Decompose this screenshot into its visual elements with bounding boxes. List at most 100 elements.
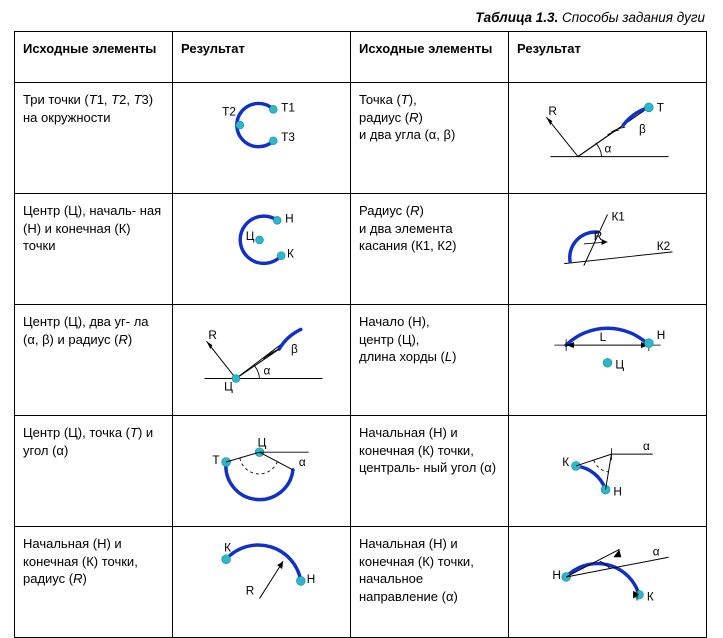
diagram-endpoints-central-angle: К Н α <box>511 418 704 508</box>
desc-cell: Центр (Ц), два уг- ла (α, β) и радиус (R… <box>15 305 173 416</box>
label: L <box>600 330 607 344</box>
text: Начальная (Н) и конечная (К) точки, нача… <box>359 536 474 604</box>
text: R <box>410 203 419 218</box>
diagram-cell: R Т α β <box>509 83 707 194</box>
label: Н <box>657 328 666 342</box>
desc-cell: Начало (Н), центр (Ц), длина хорды (L) <box>351 305 509 416</box>
diagram-cell: К Н R <box>173 527 351 638</box>
diagram-endpoints-direction: Н К α <box>511 529 704 619</box>
text: T <box>130 425 138 440</box>
desc-cell: Начальная (Н) и конечная (К) точки, ради… <box>15 527 173 638</box>
label: R <box>246 585 255 598</box>
desc-cell: Начальная (Н) и конечная (К) точки, цент… <box>351 416 509 527</box>
label: Т2 <box>222 105 236 118</box>
text: Начало (Н), <box>359 314 430 329</box>
text: радиус ( <box>359 110 409 125</box>
text: R <box>73 571 82 586</box>
label: β <box>291 343 298 356</box>
desc-cell: Начальная (Н) и конечная (К) точки, нача… <box>351 527 509 638</box>
text: L <box>445 349 452 364</box>
text: Радиус ( <box>359 203 410 218</box>
label: R <box>548 104 557 118</box>
table-row: Центр (Ц), началь- ная (Н) и конечная (К… <box>15 194 707 305</box>
label: R <box>594 229 603 243</box>
text: 2, <box>119 92 133 107</box>
header-row: Исходные элементы Результат Исходные эле… <box>15 32 707 83</box>
table-row: Три точки (T1, T2, T3) на окружности Т1 … <box>15 83 707 194</box>
label: Н <box>613 484 622 498</box>
col-header-3: Исходные элементы <box>351 32 509 83</box>
label: Н <box>307 573 316 586</box>
diagram-radius-tangents: R К1 К2 <box>511 196 704 286</box>
text: ) <box>452 349 456 364</box>
label: К <box>647 590 654 604</box>
diagram-cell: Т Ц α <box>173 416 351 527</box>
diagram-cell: К Н α <box>509 416 707 527</box>
label: α <box>643 439 650 453</box>
diagram-point-radius-angles: R Т α β <box>511 85 704 175</box>
text: T <box>134 92 142 107</box>
col-header-4: Результат <box>509 32 707 83</box>
text: Начальная (Н) и конечная (К) точки, цент… <box>359 425 496 475</box>
text: T <box>401 92 409 107</box>
label: Ц <box>246 230 255 243</box>
text: Точка ( <box>359 92 401 107</box>
text: Три точки ( <box>23 92 89 107</box>
label: К <box>287 248 294 261</box>
label: α <box>605 142 612 156</box>
diagram-cell: R К1 К2 <box>509 194 707 305</box>
text: Центр (Ц), началь- ная (Н) и конечная (К… <box>23 203 161 253</box>
table-caption: Таблица 1.3. Способы задания дуги <box>0 10 723 31</box>
desc-cell: Точка (T), радиус (R) и два угла (α, β) <box>351 83 509 194</box>
text: центр (Ц), <box>359 332 419 347</box>
label: α <box>299 456 306 469</box>
table-row: Начальная (Н) и конечная (К) точки, ради… <box>15 527 707 638</box>
label: α <box>653 544 660 558</box>
text: длина хорды ( <box>359 349 445 364</box>
label: К1 <box>611 209 624 223</box>
text: и два угла (α, β) <box>359 127 455 142</box>
diagram-endpoints-radius: К Н R <box>175 529 348 619</box>
caption-label: Таблица 1.3. <box>475 10 558 25</box>
label: Т <box>212 454 219 467</box>
desc-cell: Три точки (T1, T2, T3) на окружности <box>15 83 173 194</box>
diagram-start-center-chord: L Н Ц <box>511 307 704 397</box>
text: R <box>118 332 127 347</box>
label: Ц <box>224 380 233 393</box>
label: К <box>562 455 569 469</box>
text: R <box>409 110 418 125</box>
text: ) <box>419 110 423 125</box>
caption-title: Способы задания дуги <box>562 10 705 25</box>
table-row: Центр (Ц), два уг- ла (α, β) и радиус (R… <box>15 305 707 416</box>
label: К2 <box>657 239 670 253</box>
text: и два элемента касания (К1, К2) <box>359 221 457 254</box>
label: Н <box>552 568 561 582</box>
text: ), <box>409 92 417 107</box>
col-header-2: Результат <box>173 32 351 83</box>
diagram-three-points: Т1 Т2 Т3 <box>175 85 348 175</box>
desc-cell: Центр (Ц), началь- ная (Н) и конечная (К… <box>15 194 173 305</box>
text: ) <box>420 203 424 218</box>
label: Н <box>285 212 294 225</box>
text: T <box>111 92 119 107</box>
table-row: Центр (Ц), точка (T) и угол (α) Т Ц α На… <box>15 416 707 527</box>
text: T <box>89 92 97 107</box>
desc-cell: Центр (Ц), точка (T) и угол (α) <box>15 416 173 527</box>
diagram-cell: Н К α <box>509 527 707 638</box>
text: Центр (Ц), точка ( <box>23 425 130 440</box>
diagram-cell: R Ц α β <box>173 305 351 416</box>
diagram-center-point-angle: Т Ц α <box>175 418 348 508</box>
text: ) <box>83 571 87 586</box>
diagram-cell: Н Ц К <box>173 194 351 305</box>
label: β <box>639 122 646 136</box>
diagram-cell: L Н Ц <box>509 305 707 416</box>
diagram-cell: Т1 Т2 Т3 <box>173 83 351 194</box>
arc-methods-table: Исходные элементы Результат Исходные эле… <box>14 31 707 638</box>
label: Т <box>657 100 664 114</box>
label: R <box>208 329 217 342</box>
label: Ц <box>615 358 624 372</box>
label: Т1 <box>281 101 295 114</box>
col-header-1: Исходные элементы <box>15 32 173 83</box>
label: α <box>263 365 270 378</box>
label: К <box>224 541 231 554</box>
